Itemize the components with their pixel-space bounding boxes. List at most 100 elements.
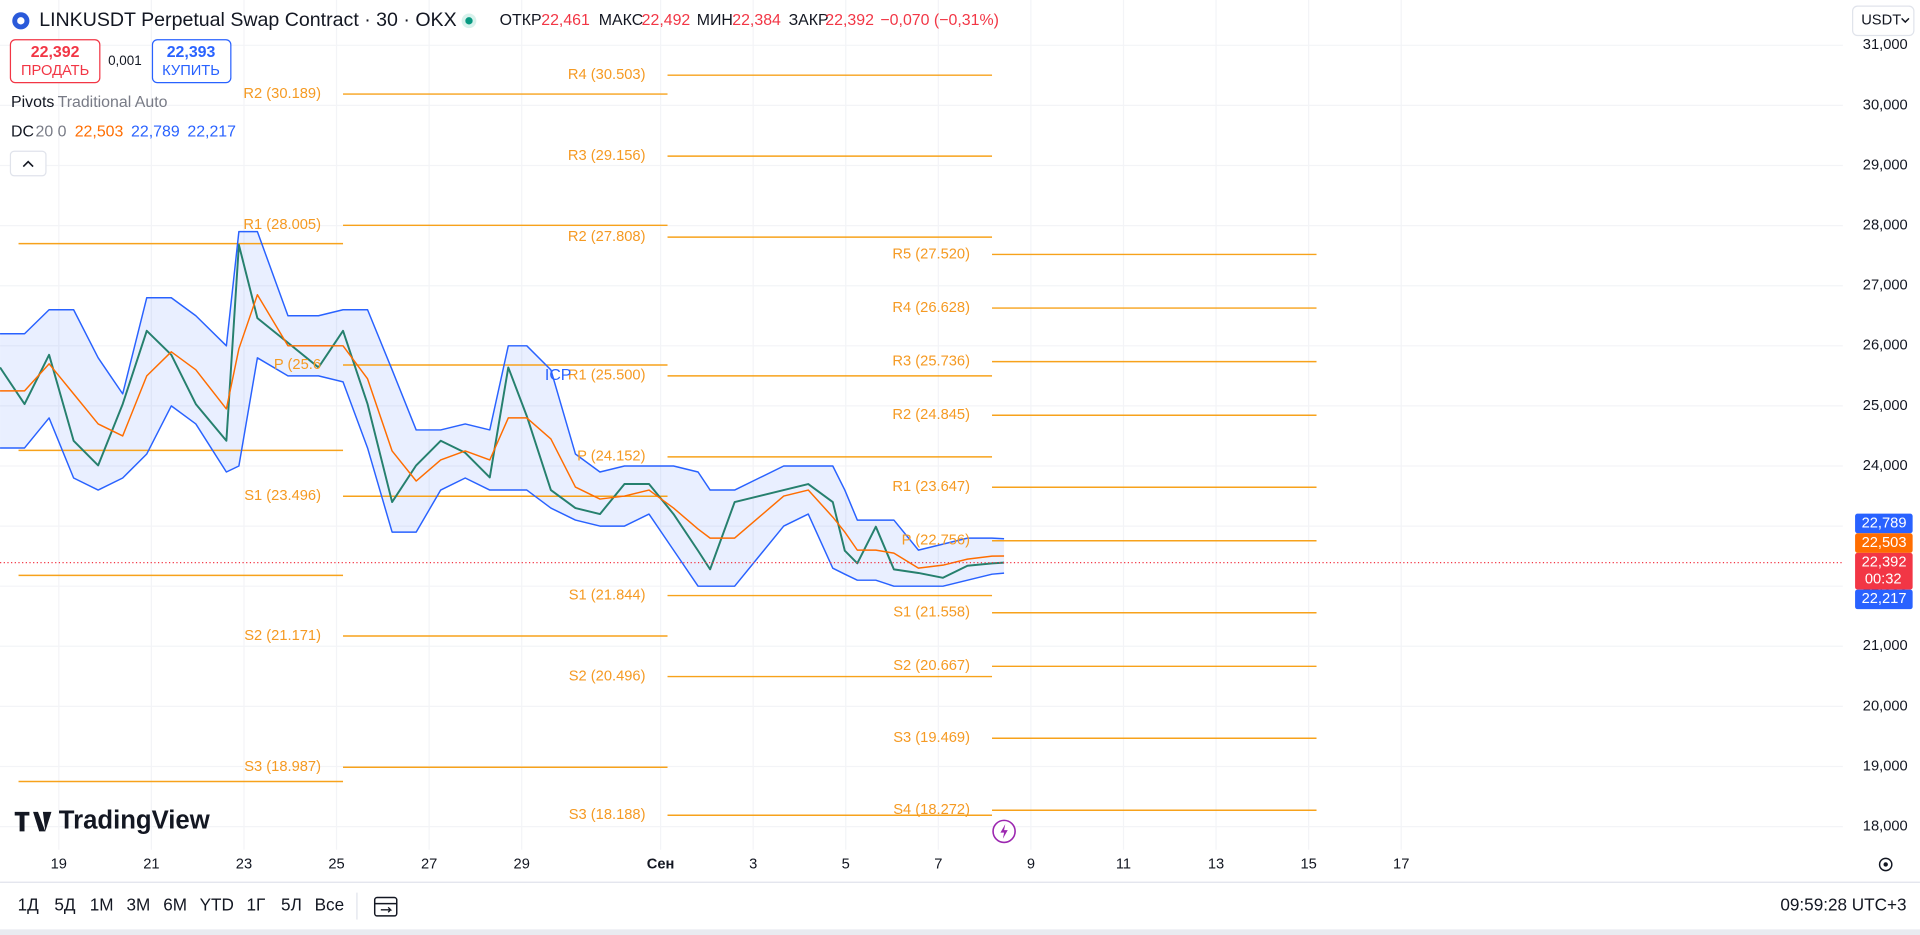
settings-icon-core (1883, 862, 1888, 867)
symbol-title[interactable]: LINKUSDT Perpetual Swap Contract · 30 · … (39, 9, 456, 31)
price-badge-label: 22,217 (1862, 591, 1907, 607)
range-button[interactable]: 5Д (54, 895, 76, 915)
pivot-label: P (25.6 (274, 357, 321, 373)
indicator-name[interactable]: DC (11, 123, 34, 140)
ohlc-value: 22,461 (541, 12, 590, 29)
price-badge (1855, 513, 1913, 534)
calendar-arrow (380, 906, 393, 913)
buy-label[interactable]: КУПИТЬ (162, 63, 220, 79)
y-tick-label: 24,000 (1863, 458, 1908, 474)
pivot-label: R2 (27.808) (568, 229, 646, 245)
buy-price[interactable]: 22,393 (167, 44, 216, 61)
x-tick-label: 25 (328, 856, 344, 872)
range-button[interactable]: 1Д (18, 895, 40, 915)
indicator-settings: Traditional Auto (58, 94, 168, 111)
x-tick-label: 7 (934, 856, 942, 872)
price-countdown: 00:32 (1865, 572, 1902, 588)
ohlc-change: −0,070 (−0,31%) (880, 12, 999, 29)
ohlc-label: МИН (697, 12, 733, 29)
indicator-name[interactable]: Pivots (11, 94, 54, 111)
collapse-icon (22, 160, 34, 168)
pivot-label: R1 (23.647) (892, 479, 970, 495)
x-tick-label: 15 (1300, 856, 1316, 872)
pivot-label: S1 (21.558) (893, 605, 970, 621)
logo-text: TradingView (59, 806, 211, 834)
pivot-label: S3 (18.987) (244, 759, 321, 775)
x-tick-label: 11 (1116, 856, 1131, 872)
sell-label[interactable]: ПРОДАТЬ (21, 63, 89, 79)
sell-price[interactable]: 22,392 (31, 44, 80, 61)
status-dot (465, 17, 473, 25)
pivot-label: S1 (23.496) (244, 488, 321, 504)
indicator-settings: 20 0 (36, 123, 67, 140)
indicator-value: 22,789 (131, 123, 180, 140)
channel-line (0, 293, 1005, 569)
trade-panel: 22,392 ПРОДАТЬ 0,001 22,393 КУПИТЬ (9, 39, 232, 84)
range-button[interactable]: 1М (90, 895, 114, 915)
collapse-button[interactable] (9, 150, 47, 177)
pivot-label: S2 (21.171) (244, 628, 321, 644)
clock[interactable]: 09:59:28 UTC+3 (1780, 895, 1906, 915)
pivot-label: S2 (20.496) (569, 668, 646, 684)
price-badge-label: 22,503 (1862, 535, 1907, 551)
pivot-label: S3 (18.188) (569, 807, 646, 823)
x-tick-label: 23 (236, 856, 252, 872)
settings-button[interactable] (1878, 857, 1893, 872)
ohlc-value: 22,492 (642, 12, 691, 29)
pivot-label: R1 (28.005) (243, 217, 321, 233)
y-tick-label: 27,000 (1863, 278, 1908, 294)
buy-button[interactable] (151, 39, 232, 84)
pivot-label: R2 (24.845) (892, 407, 970, 423)
logo-mark (14, 811, 52, 832)
range-button[interactable]: 5Л (281, 895, 302, 915)
header: LINKUSDT Perpetual Swap Contract · 30 · … (12, 5, 1915, 37)
pivot-label: P (22.756) (902, 533, 970, 549)
x-tick-label: 9 (1027, 856, 1035, 872)
x-tick-label: 13 (1208, 856, 1224, 872)
symbol-icon-core (17, 17, 25, 25)
range-button[interactable]: 3М (126, 895, 150, 915)
currency-label[interactable]: USDT (1861, 13, 1901, 29)
indicator-value: 22,217 (187, 123, 236, 140)
y-tick-label: 26,000 (1863, 338, 1908, 354)
plot-area (0, 74, 1843, 817)
range-button[interactable]: YTD (200, 895, 234, 915)
x-tick-label: 29 (514, 856, 530, 872)
lightning-button[interactable] (992, 819, 1016, 844)
price-badge-label: 22,392 (1862, 555, 1907, 571)
range-button[interactable]: Все (315, 895, 345, 915)
pivot-label: R2 (30.189) (243, 86, 321, 102)
annotation: ICP (545, 367, 572, 384)
range-button[interactable]: 6М (163, 895, 187, 915)
indicator-value: 22,503 (75, 123, 124, 140)
bottom-strip (0, 929, 1920, 935)
pivot-label: R4 (26.628) (892, 300, 970, 316)
y-tick-label: 28,000 (1863, 217, 1908, 233)
y-tick-label: 30,000 (1863, 97, 1908, 113)
x-tick-label: Сен (647, 856, 675, 872)
pivot-label: P (24.152) (577, 449, 645, 465)
channel-line (0, 230, 1005, 551)
ohlc-label: ОТКР (500, 12, 542, 29)
y-tick-label: 29,000 (1863, 157, 1908, 173)
y-tick-label: 18,000 (1863, 818, 1908, 834)
price-badge-label: 22,789 (1862, 515, 1907, 531)
settings-icon[interactable] (1878, 857, 1893, 872)
x-tick-label: 21 (143, 856, 159, 872)
date-range-button[interactable] (373, 896, 398, 917)
ohlc-label: ЗАКР (789, 12, 829, 29)
range-button[interactable]: 1Г (247, 895, 266, 915)
lightning-icon (1000, 824, 1008, 839)
calendar-icon[interactable] (373, 896, 398, 917)
currency-button[interactable] (1852, 5, 1915, 37)
spread: 0,001 (108, 53, 142, 68)
price-badge (1855, 589, 1913, 610)
channel-line (0, 357, 1005, 587)
x-tick-label: 19 (51, 856, 67, 872)
y-tick-label: 25,000 (1863, 398, 1908, 414)
pivot-label: R3 (29.156) (568, 148, 646, 164)
sell-button[interactable] (9, 39, 101, 84)
grid (0, 0, 1843, 850)
